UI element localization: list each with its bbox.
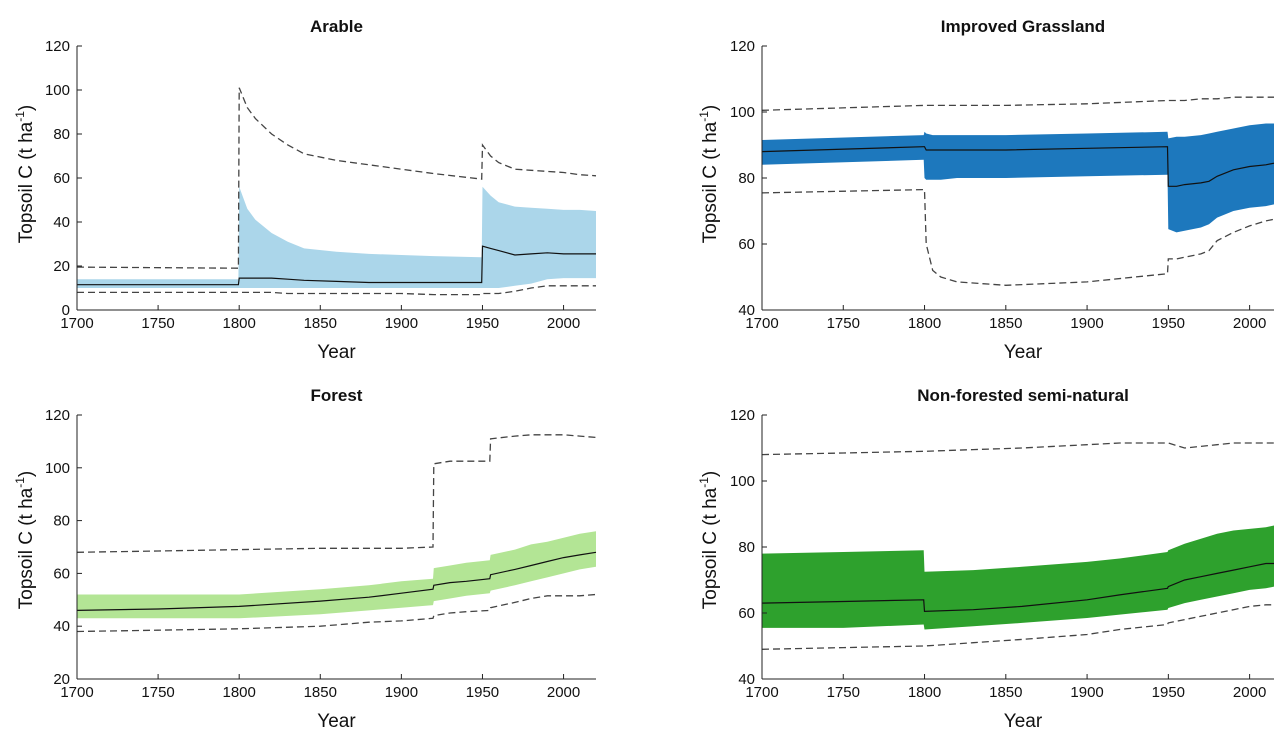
panel-non-forested-semi-natural: 1700 1750 1800 1850 1900 1950 2000 40 60 80 100 120… (697, 386, 1274, 729)
y-axis-label-improved-grassland: Topsoil C (t ha-1) (697, 105, 721, 243)
x-tick-label: 1700 (60, 315, 93, 332)
y-axis-label-superscript: -1 (697, 477, 711, 488)
x-tick-label: 1950 (1152, 315, 1185, 332)
y-tick-label: 100 (45, 82, 70, 99)
x-tick-label: 1800 (223, 684, 256, 701)
x-tick-label: 1900 (385, 315, 418, 332)
y-tick-label: 100 (730, 473, 755, 490)
x-tick-label: 2000 (1233, 684, 1266, 701)
plot-area-improved-grassland: 1700 1750 1800 1850 1900 1950 2000 40 60 80 100 120 (730, 38, 1275, 332)
x-tick-label: 1850 (304, 684, 337, 701)
lower-bound-dashed-line (77, 285, 596, 296)
y-tick-label: 80 (53, 513, 70, 530)
x-tick-label: 1950 (1152, 684, 1185, 701)
y-axis-label-close: ) (16, 105, 37, 111)
median-line (76, 551, 597, 611)
uncertainty-band (77, 531, 596, 619)
y-tick-label: 20 (53, 258, 70, 275)
y-axis-label-main: Topsoil C (t ha (16, 121, 37, 243)
upper-bound-dashed-line (761, 442, 1274, 456)
x-tick-label: 1950 (466, 315, 499, 332)
y-tick-label: 60 (738, 605, 755, 622)
x-tick-label: 2000 (547, 315, 580, 332)
y-tick-label: 40 (53, 618, 70, 635)
y-tick-label: 120 (730, 38, 755, 55)
y-tick-label: 20 (53, 671, 70, 688)
x-tick-label: 1750 (141, 684, 174, 701)
upper-bound-dashed-line (76, 434, 597, 553)
panel-title-non-forested-semi-natural: Non-forested semi-natural (917, 386, 1129, 405)
plot-area-non-forested-semi-natural: 1700 1750 1800 1850 1900 1950 2000 40 60 80 100 120 (730, 407, 1274, 701)
y-axis-label-superscript: -1 (697, 111, 711, 122)
panel-title-forest: Forest (311, 386, 363, 405)
x-tick-label: 1700 (60, 684, 93, 701)
x-tick-label: 1750 (827, 684, 860, 701)
y-tick-label: 40 (53, 214, 70, 231)
x-tick-label: 1850 (989, 684, 1022, 701)
y-axis-label-close: ) (700, 471, 721, 477)
x-tick-label: 1800 (908, 315, 941, 332)
lower-bound-dashed-line (76, 593, 597, 633)
x-axis-label-arable: Year (317, 342, 356, 363)
panel-title-improved-grassland: Improved Grassland (941, 17, 1105, 36)
uncertainty-band (762, 525, 1274, 630)
x-tick-label: 1850 (989, 315, 1022, 332)
median-line (77, 245, 596, 286)
x-tick-label: 2000 (1233, 315, 1266, 332)
panel-improved-grassland: 1700 1750 1800 1850 1900 1950 2000 40 60 80 100 120… (697, 17, 1275, 363)
x-tick-label: 1700 (745, 684, 778, 701)
panel-title-arable: Arable (310, 17, 363, 36)
y-axis-label-main: Topsoil C (t ha (16, 487, 37, 609)
x-tick-label: 1900 (385, 684, 418, 701)
x-axis-label-non-forested-semi-natural: Year (1004, 711, 1043, 729)
y-tick-label: 120 (45, 407, 70, 424)
y-axis-label-main: Topsoil C (t ha (700, 121, 721, 243)
x-tick-label: 1750 (141, 315, 174, 332)
x-tick-label: 1900 (1070, 684, 1103, 701)
uncertainty-band (77, 186, 596, 288)
x-tick-label: 1950 (466, 684, 499, 701)
panel-arable: 1700 1750 1800 1850 1900 1950 2000 0 20 40 60 80 100… (13, 17, 597, 363)
y-tick-label: 80 (738, 170, 755, 187)
y-tick-label: 80 (738, 539, 755, 556)
panel-forest: 1700 1750 1800 1850 1900 1950 2000 20 40 60 80 100 1… (13, 386, 597, 729)
x-tick-label: 1800 (908, 684, 941, 701)
upper-bound-dashed-line (761, 96, 1274, 111)
uncertainty-band (762, 123, 1274, 233)
y-tick-label: 0 (62, 302, 70, 319)
x-tick-label: 1700 (745, 315, 778, 332)
y-axis-label-arable: Topsoil C (t ha-1) (13, 105, 37, 243)
y-tick-label: 40 (738, 302, 755, 319)
x-axis-label-improved-grassland: Year (1004, 342, 1043, 363)
upper-bound-dashed-line (76, 87, 597, 269)
y-tick-label: 100 (730, 104, 755, 121)
plot-area-arable: 1700 1750 1800 1850 1900 1950 2000 0 20 40 60 80 100… (45, 38, 597, 332)
y-tick-label: 40 (738, 671, 755, 688)
x-tick-label: 2000 (547, 684, 580, 701)
y-tick-label: 100 (45, 460, 70, 477)
y-axis-label-close: ) (700, 105, 721, 111)
y-axis-label-main: Topsoil C (t ha (700, 487, 721, 609)
lower-bound-dashed-line (761, 188, 1275, 286)
y-tick-label: 80 (53, 126, 70, 143)
x-tick-label: 1850 (304, 315, 337, 332)
y-tick-label: 60 (53, 565, 70, 582)
x-tick-label: 1900 (1070, 315, 1103, 332)
y-axis-label-close: ) (16, 471, 37, 477)
y-tick-label: 120 (45, 38, 70, 55)
plot-area-forest: 1700 1750 1800 1850 1900 1950 2000 20 40 60 80 100 1… (45, 407, 597, 701)
y-axis-label-forest: Topsoil C (t ha-1) (13, 471, 37, 609)
x-tick-label: 1750 (827, 315, 860, 332)
y-axis-label-non-forested-semi-natural: Topsoil C (t ha-1) (697, 471, 721, 609)
y-tick-label: 60 (53, 170, 70, 187)
x-axis-label-forest: Year (317, 711, 356, 729)
y-tick-label: 120 (730, 407, 755, 424)
median-line (761, 562, 1274, 613)
x-tick-label: 1800 (223, 315, 256, 332)
median-line (761, 146, 1275, 187)
y-tick-label: 60 (738, 236, 755, 253)
y-axis-label-superscript: -1 (13, 477, 27, 488)
y-axis-label-superscript: -1 (13, 111, 27, 122)
